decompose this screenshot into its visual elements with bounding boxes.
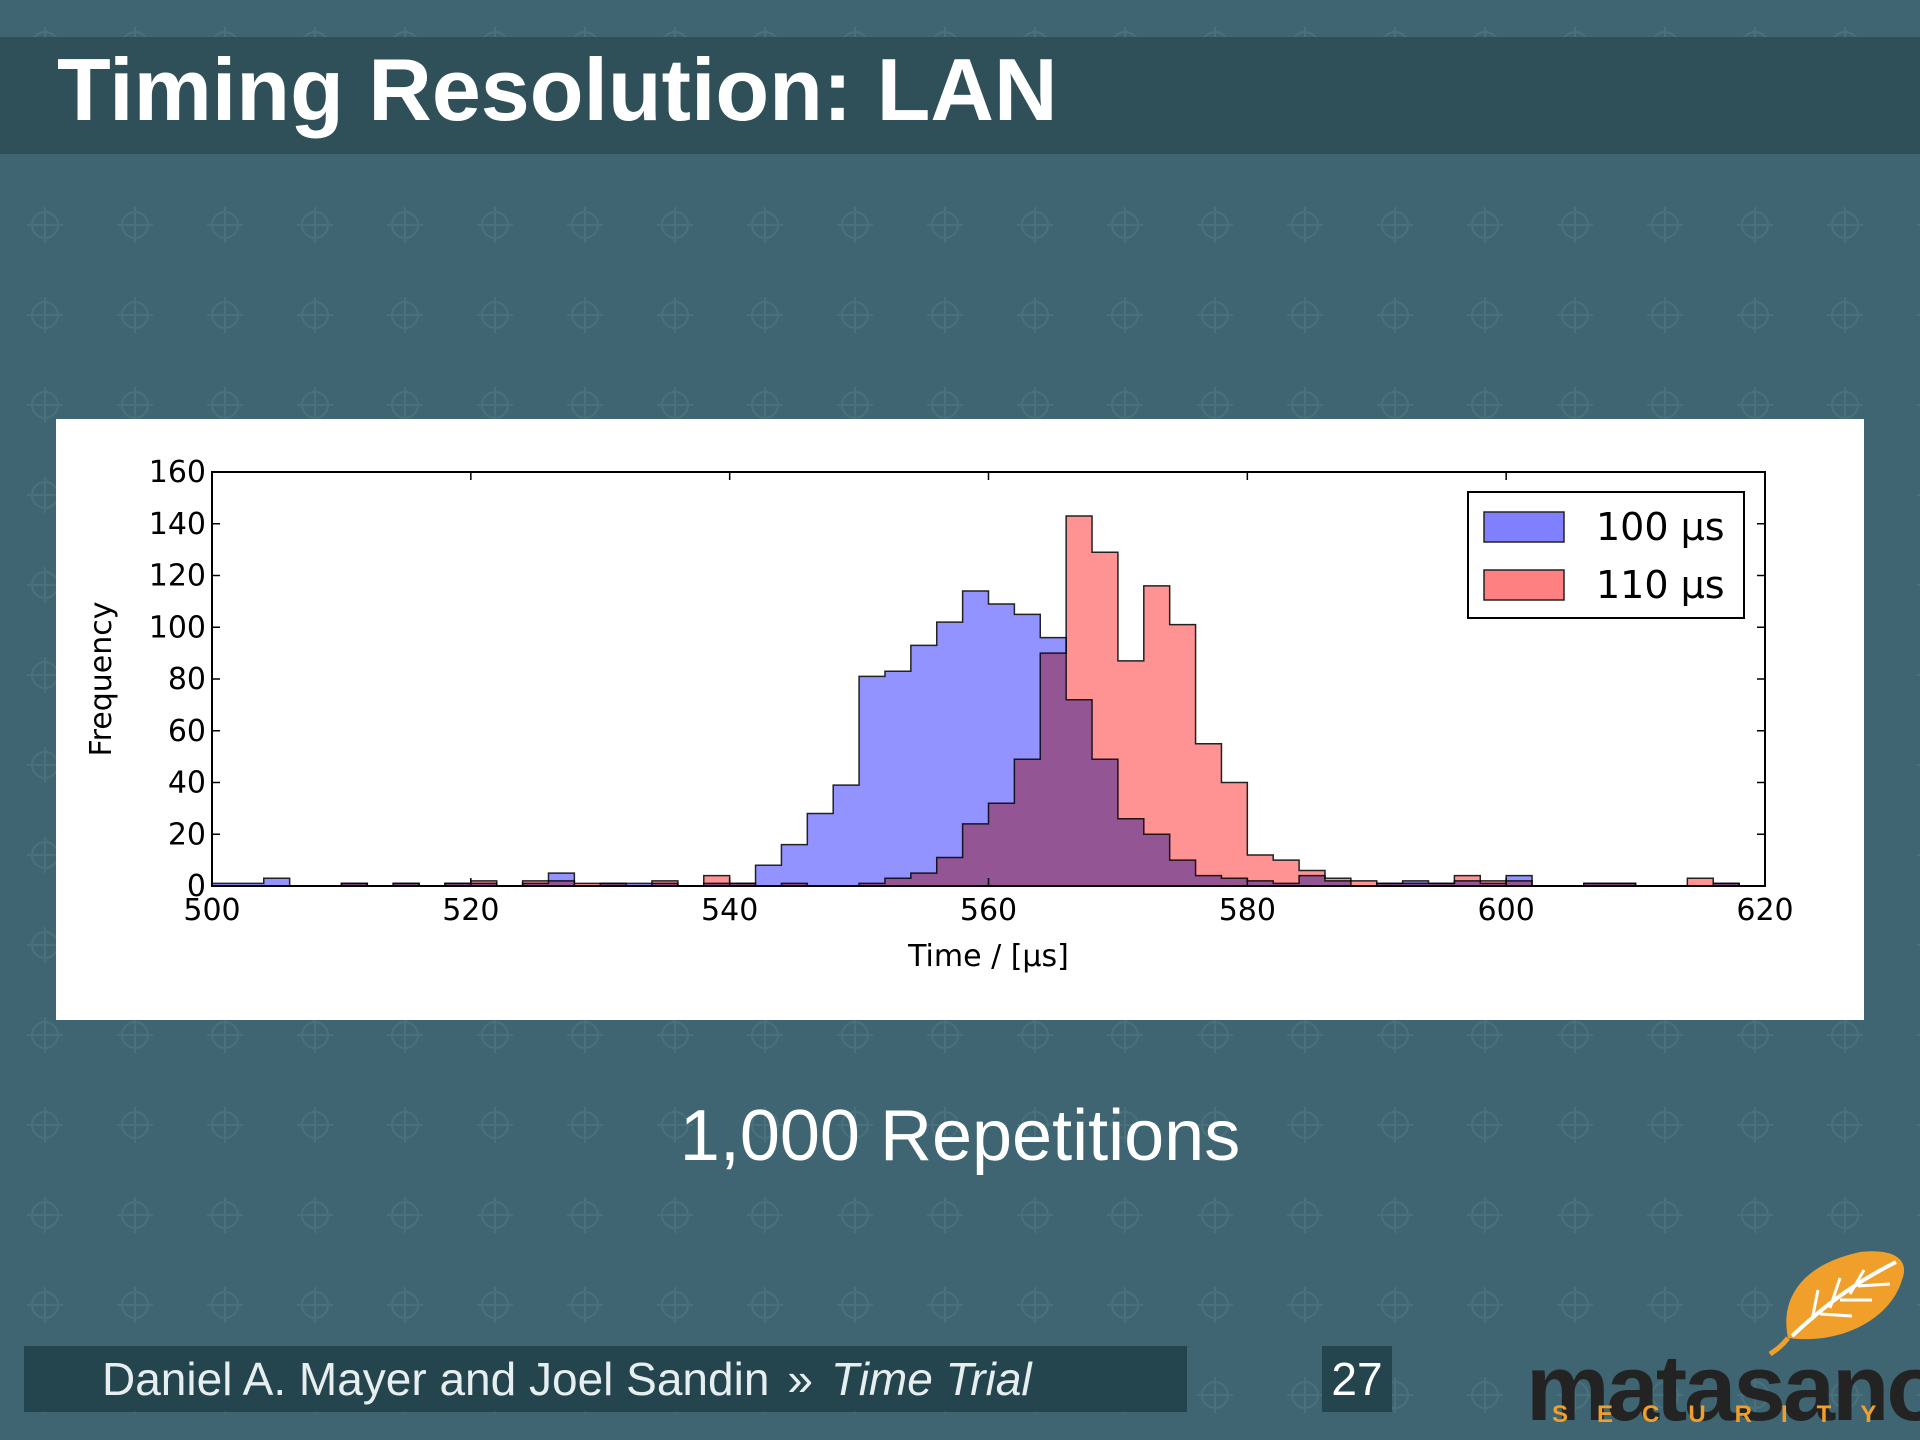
y-tick-label: 20 [168,817,206,852]
y-axis-label: Frequency [84,602,119,757]
y-tick-label: 60 [168,714,206,749]
footer-text: Daniel A. Mayer and Joel Sandin » Time Tri… [102,1346,1032,1412]
y-tick-label: 140 [149,507,206,542]
logo-wordmark: matasano [1526,1335,1920,1440]
matasano-logo: matasano SECURITY [1500,1250,1920,1440]
x-axis-label: Time / [µs] [907,939,1069,974]
footer-talk-title: Time Trial [831,1353,1032,1405]
legend-swatch-1 [1483,569,1565,601]
x-tick-label: 500 [183,893,240,928]
legend-label-0: 100 µs [1596,505,1725,549]
x-tick-label: 620 [1736,893,1793,928]
x-tick-label: 580 [1219,893,1276,928]
slide-subtitle: 1,000 Repetitions [679,1096,1241,1176]
y-tick-label: 80 [168,662,206,697]
legend-swatch-0 [1483,511,1565,543]
chart-panel: 500 520 540 560 580 600 620 0 20 40 60 80 100 120 140 1… [56,419,1864,1020]
y-tick-label: 120 [149,559,206,594]
x-tick-label: 520 [442,893,499,928]
title-bar [0,37,1920,154]
leaf-icon [1768,1251,1905,1357]
logo-tagline: SECURITY [1552,1401,1906,1428]
x-tick-label: 600 [1478,893,1535,928]
histogram-chart: 500 520 540 560 580 600 620 0 20 40 60 80 100 120 140 1… [84,455,1794,974]
x-tick-label: 540 [701,893,758,928]
footer-separator: » [787,1353,813,1405]
y-tick-label: 0 [187,869,206,904]
slide-title: Timing Resolution: LAN [57,40,1058,139]
footer-authors: Daniel A. Mayer and Joel Sandin [102,1353,770,1405]
footer-bar: Daniel A. Mayer and Joel Sandin » Time Tri… [24,1346,1187,1412]
legend-label-1: 110 µs [1596,563,1725,607]
x-tick-label: 560 [960,893,1017,928]
page-number: 27 [1322,1346,1392,1412]
histogram-series-1 [212,515,1740,887]
y-tick-label: 40 [168,766,206,801]
y-tick-label: 100 [149,610,206,645]
y-tick-label: 160 [149,455,206,490]
